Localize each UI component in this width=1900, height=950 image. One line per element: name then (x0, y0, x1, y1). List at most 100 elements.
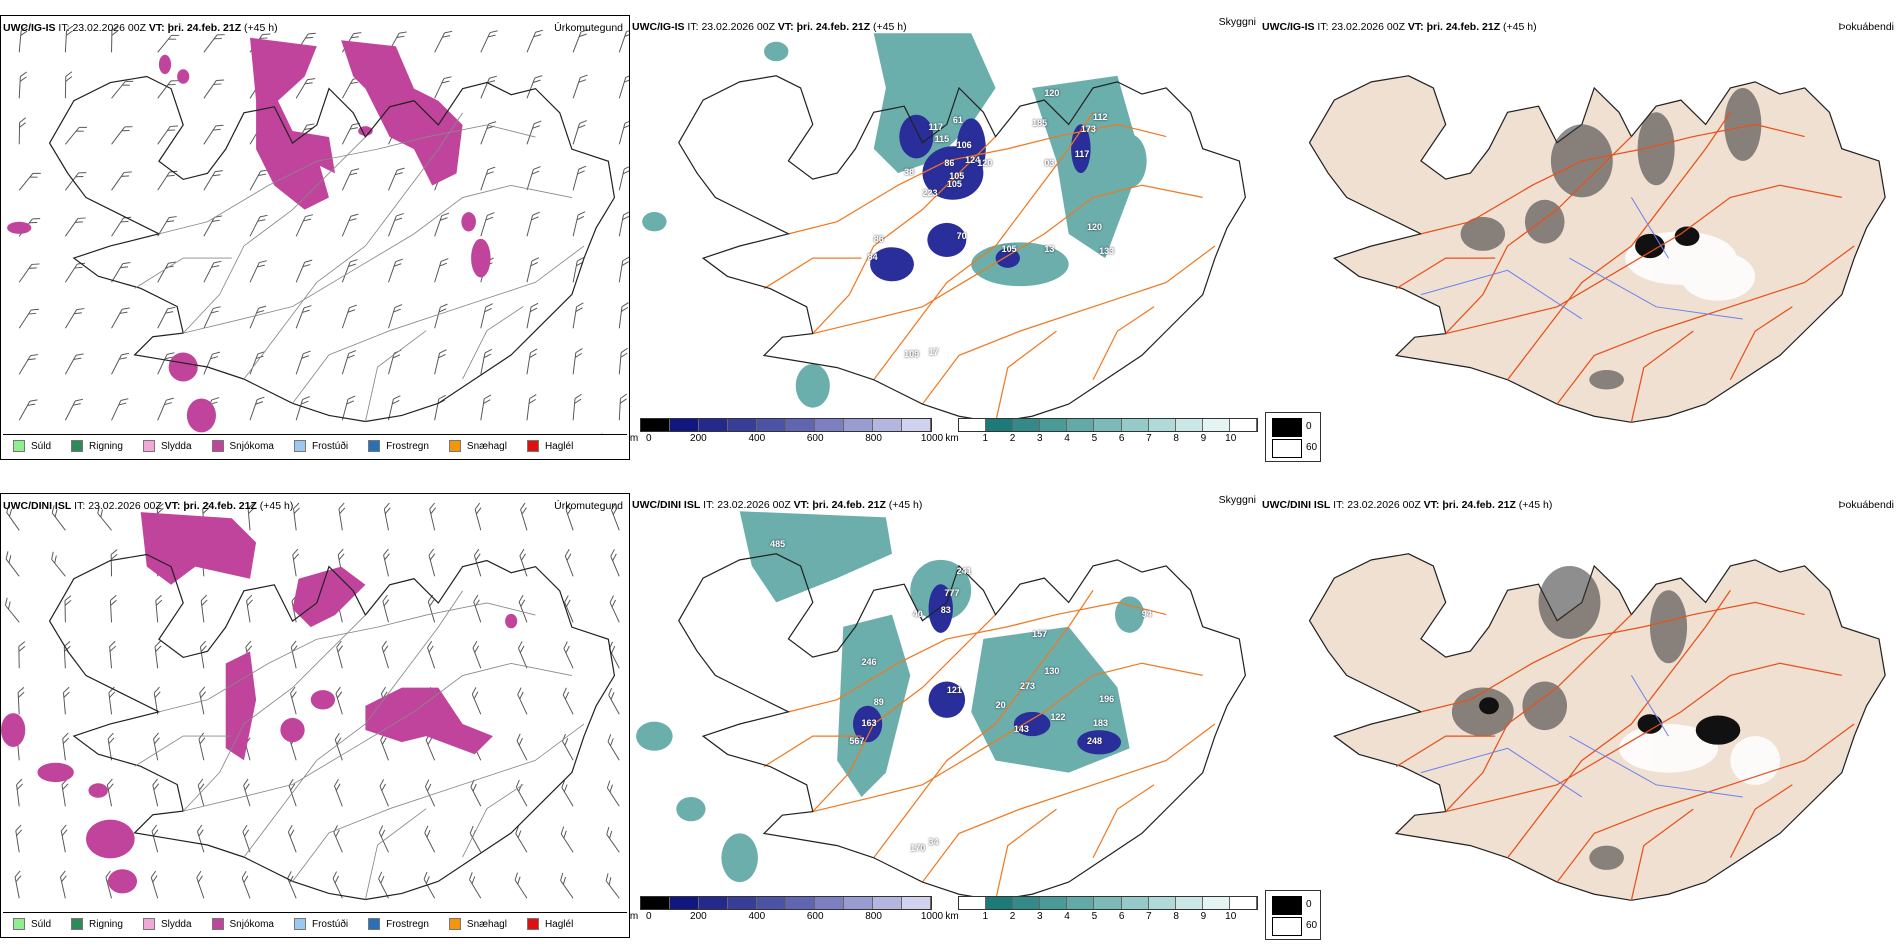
visibility-panel-bottom: UWC/DINI ISL IT: 23.02.2026 00Z VT: þri.… (630, 493, 1260, 938)
colorbar-cell (786, 419, 815, 431)
colorbar-tick: 3 (1037, 911, 1043, 922)
colorbar-cell (1094, 897, 1122, 909)
cloud-base-label: 246 (861, 657, 877, 668)
colorbar-cell (699, 897, 728, 909)
legend-item: Rigning (71, 440, 123, 452)
visibility-colorbar-top: km 1 2 3 4 5 6 7 8 9 10 (945, 418, 1258, 448)
legend-item: Haglél (526, 440, 573, 452)
colorbar-tick: 600 (806, 433, 824, 444)
legend-item: Frostregn (368, 440, 429, 452)
legend-item: Frostregn (368, 918, 429, 930)
cloud-base-label: 120 (1086, 221, 1102, 232)
colorbar-unit: m (629, 433, 639, 444)
legend-item: Snjókoma (211, 440, 274, 452)
cloud-base-label: 130 (1044, 665, 1060, 676)
panel-title: Úrkomutegund (554, 22, 623, 34)
colorbar-cell (1121, 897, 1149, 909)
legend-item: Snæhagl (448, 440, 507, 452)
colorbar-unit: km (945, 433, 959, 444)
legend-swatch (142, 440, 155, 452)
colorbar-tick: 10 (1225, 433, 1237, 444)
colorbar-tick: 200 (690, 911, 707, 922)
precip-type-panel-bottom: UWC/DINI ISL IT: 23.02.2026 00Z VT: þri.… (0, 493, 630, 938)
cloud-base-label: 83 (940, 604, 951, 615)
colorbar-tick: 6 (1118, 911, 1125, 922)
visibility-map (636, 511, 1246, 901)
colorbar-tick: 600 (806, 911, 824, 922)
panel-title: Þokuábendi (1838, 21, 1894, 33)
colorbar-tick: 1 (982, 433, 989, 444)
wind-barbs (18, 25, 629, 421)
legend-swatch (448, 440, 461, 452)
fog-index-panel-bottom: UWC/DINI ISL IT: 23.02.2026 00Z VT: þri.… (1260, 493, 1900, 938)
colorbar-tick: 1000 (920, 911, 944, 922)
cloud-base-label: 86 (944, 158, 955, 169)
panel-header: UWC/DINI ISL IT: 23.02.2026 00Z VT: þri.… (3, 500, 294, 512)
cloud-base-label: 17 (928, 346, 939, 357)
cloud-base-label: 117 (928, 121, 944, 132)
cloud-base-label: 40 (912, 608, 923, 619)
legend-label: Rigning (89, 918, 123, 930)
colorbar-tick: 5 (1091, 433, 1098, 444)
cloud-base-label: 173 (1080, 124, 1096, 135)
colorbar-tick: 800 (865, 433, 882, 444)
colorbar-cell (1229, 419, 1258, 431)
legend-item: Frostúði (293, 440, 349, 452)
cloud-base-label: 485 (770, 539, 786, 550)
colorbar-tick: 5 (1091, 911, 1098, 922)
legend-label: Frostúði (311, 918, 349, 930)
legend-swatch (526, 440, 539, 452)
colorbar-cell (1094, 419, 1122, 431)
legend-swatch (71, 440, 84, 452)
colorbar-tick: 8 (1173, 911, 1179, 922)
legend-item: Rigning (71, 918, 123, 930)
colorbar-cell (1067, 419, 1095, 431)
cloud-base-label: 106 (956, 140, 972, 151)
colorbar-tick: 400 (748, 911, 766, 922)
ceiling-colorbar-bottom: m 0 200 400 600 800 1000 (630, 896, 943, 926)
legend-label: Snjókoma (229, 440, 274, 452)
legend-swatch (526, 918, 539, 930)
colorbar-cell (1148, 897, 1176, 909)
cloud-base-label: 117 (1074, 148, 1090, 159)
cloud-base-label: 122 (1050, 711, 1066, 722)
cloud-base-label: 143 (1013, 724, 1029, 734)
snow-areas (7, 37, 491, 433)
precip-type-panel-top: UWC/IG-IS IT: 23.02.2026 00Z VT: þri. 24… (0, 15, 630, 460)
legend-swatch (211, 440, 224, 452)
cloud-base-label: 120 (1044, 87, 1060, 98)
legend-item: Súld (13, 440, 51, 452)
panel-header: UWC/IG-IS IT: 23.02.2026 00Z VT: þri. 24… (632, 21, 907, 33)
legend-swatch (368, 440, 381, 452)
colorbar-cell (699, 419, 728, 431)
cloud-base-label: 20 (995, 699, 1006, 710)
colorbar-cell (902, 419, 931, 431)
fog-index-panel-top: UWC/IG-IS IT: 23.02.2026 00Z VT: þri. 24… (1260, 15, 1900, 460)
colorbar-cell (757, 419, 786, 431)
colorbar-cell (873, 897, 902, 909)
colorbar-cell (902, 897, 931, 909)
cloud-base-label: 223 (922, 187, 938, 198)
colorbar-tick: 10 (1225, 911, 1237, 922)
colorbar-tick: 9 (1200, 911, 1207, 922)
snow-areas (1, 512, 518, 894)
cloud-base-label: 89 (873, 697, 884, 708)
colorbar-cell (1202, 897, 1230, 909)
legend-swatch (293, 440, 306, 452)
cloud-base-label: 38 (904, 166, 915, 177)
colorbar-cell (641, 897, 670, 909)
colorbar-tick: 200 (690, 433, 707, 444)
panel-header: UWC/DINI ISL IT: 23.02.2026 00Z VT: þri.… (632, 499, 923, 511)
legend-label: Frostúði (311, 440, 349, 452)
legend-swatch (211, 918, 224, 930)
panel-title: Skyggni (1218, 494, 1256, 506)
colorbar-cell (959, 419, 987, 431)
cloud-base-label: 109 (904, 349, 920, 360)
cloud-base-label: 777 (944, 587, 960, 598)
panel-header: UWC/IG-IS IT: 23.02.2026 00Z VT: þri. 24… (3, 22, 278, 34)
cloud-base-label: 121 (946, 685, 962, 696)
visibility-map (642, 33, 1246, 423)
legend-label: Snæhagl (466, 440, 507, 452)
cloud-base-label: 105 (949, 170, 965, 181)
cloud-base-label: 241 (956, 565, 972, 576)
